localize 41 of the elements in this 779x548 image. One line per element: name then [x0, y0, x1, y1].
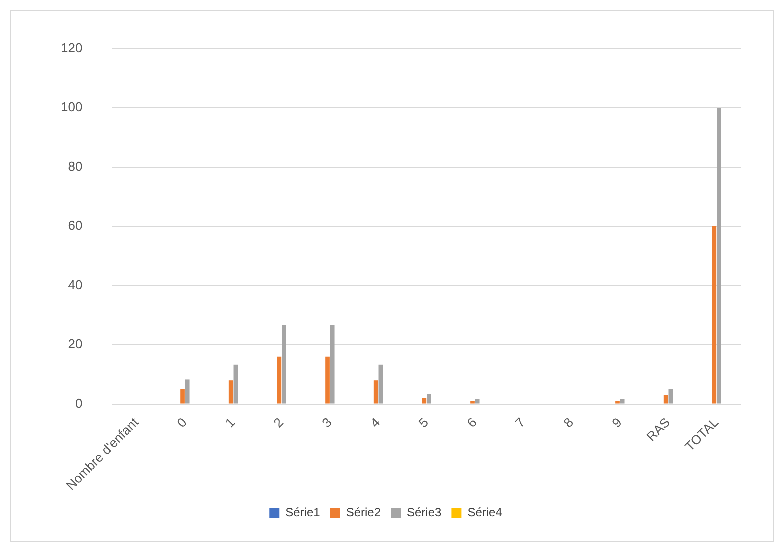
x-tick-label: 6: [464, 414, 480, 431]
x-tick-label: 2: [270, 414, 286, 431]
bar: [180, 389, 185, 404]
bar: [378, 364, 384, 404]
bar: [234, 364, 238, 404]
bar: [282, 325, 286, 404]
bar: [326, 356, 330, 404]
bar: [470, 401, 475, 404]
bar: [712, 226, 717, 404]
x-tick-label: 5: [416, 414, 432, 431]
bar: [374, 380, 378, 404]
legend-label: Série1: [286, 505, 321, 520]
y-tick-label: 20: [68, 336, 83, 352]
y-tick-label: 120: [60, 40, 83, 56]
y-tick-label: 40: [68, 277, 83, 292]
x-tick-label: 4: [367, 414, 384, 431]
y-tick-label: 100: [60, 100, 83, 115]
x-tick-label: 7: [512, 414, 528, 431]
bar: [422, 398, 427, 404]
bar: [427, 394, 432, 404]
x-tick-label: 1: [222, 414, 238, 431]
bar: [668, 389, 674, 404]
x-tick-label: 9: [609, 414, 625, 431]
bar: [616, 401, 620, 404]
y-tick-label: 60: [68, 218, 83, 234]
bar: [620, 399, 625, 404]
bar: [664, 395, 668, 404]
legend-label: Série2: [346, 505, 382, 520]
y-tick-label: 0: [75, 396, 83, 411]
y-tick-label: 80: [68, 158, 83, 174]
x-tick-label: 8: [560, 414, 576, 431]
bar: [475, 399, 480, 404]
legend-label: Série3: [407, 505, 442, 520]
x-tick-label: 3: [319, 414, 335, 431]
bar: [717, 108, 722, 404]
bar: [277, 356, 282, 404]
bar: [228, 380, 234, 404]
x-tick-label: 0: [174, 414, 190, 431]
legend-label: Série4: [468, 505, 503, 520]
bar: [330, 325, 335, 404]
bar: [185, 380, 190, 404]
